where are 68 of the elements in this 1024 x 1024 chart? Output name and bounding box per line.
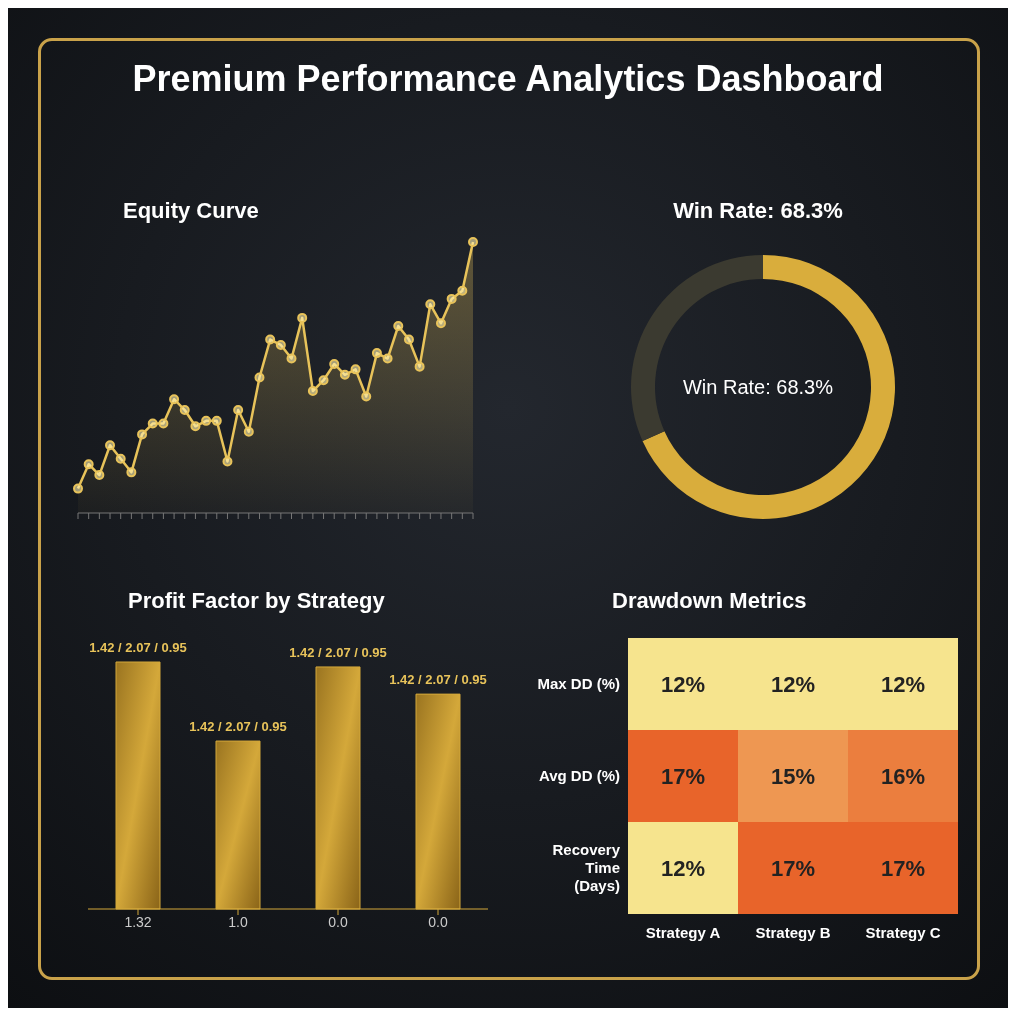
point [233, 405, 244, 416]
point [307, 386, 318, 397]
point [190, 421, 201, 432]
data-label: 17% [660, 764, 706, 789]
y-tick-label: Max DD (%) [537, 675, 620, 692]
x-tick-label: 1.0 [228, 913, 248, 930]
point [179, 405, 190, 416]
point [158, 418, 169, 429]
point [243, 426, 254, 437]
point [297, 312, 308, 323]
text: Win Rate: 68.3% [681, 376, 835, 399]
y-tick-label: Recovery Time (Days) [552, 841, 621, 894]
data-label: 12% [770, 672, 816, 697]
data-label: 12% [660, 672, 706, 697]
point [446, 293, 457, 304]
point [382, 353, 393, 364]
point [371, 348, 382, 359]
point [73, 483, 83, 494]
x-tick-label: Strategy C [865, 924, 941, 941]
point [222, 456, 233, 467]
point [329, 358, 340, 369]
chart-title: Profit Factor by Strategy [128, 588, 386, 614]
point [275, 339, 286, 350]
text: Premium Performance Analytics Dashboard [131, 57, 885, 100]
y-tick-label: Avg DD (%) [538, 767, 620, 784]
data-label: 17% [770, 856, 816, 881]
point [468, 237, 478, 247]
point [94, 470, 105, 481]
annotation: 1.42 / 2.07 / 0.95 [189, 719, 287, 735]
point [201, 415, 212, 426]
point [147, 418, 158, 429]
point [393, 321, 404, 332]
point [361, 391, 372, 402]
data-label: 17% [880, 856, 926, 881]
chart-title: Equity Curve [123, 198, 260, 224]
point [435, 318, 446, 329]
chart-title: Win Rate: 68.3% [672, 198, 844, 224]
data-label: 15% [770, 764, 816, 789]
text: 1.42 / 2.07 / 0.95 [289, 644, 387, 660]
x-tick-label: 0.0 [328, 913, 348, 930]
point [403, 334, 414, 345]
data-label: 12% [880, 672, 926, 697]
chart-title: Drawdown Metrics [612, 588, 808, 614]
x-tick-label: Strategy B [755, 924, 831, 941]
point [126, 467, 137, 478]
point [339, 369, 350, 380]
point [457, 285, 468, 296]
point [137, 429, 148, 440]
point [115, 453, 126, 464]
point [169, 394, 180, 405]
point [254, 372, 265, 383]
point [211, 415, 222, 426]
point [318, 375, 329, 386]
point [425, 299, 436, 310]
x-tick-label: 0.0 [428, 913, 448, 930]
x-tick-label: Strategy A [645, 924, 721, 941]
donut-slice [642, 255, 895, 519]
x-tick-label: 1.32 [124, 913, 152, 930]
point [83, 459, 94, 470]
point [350, 364, 361, 375]
annotation: 1.42 / 2.07 / 0.95 [389, 672, 487, 688]
point [105, 440, 116, 451]
data-label: 12% [660, 856, 706, 881]
point [414, 361, 425, 372]
data-label: 16% [880, 764, 926, 789]
point [286, 353, 297, 364]
point [265, 334, 276, 345]
text: 1.42 / 2.07 / 0.95 [89, 640, 187, 655]
